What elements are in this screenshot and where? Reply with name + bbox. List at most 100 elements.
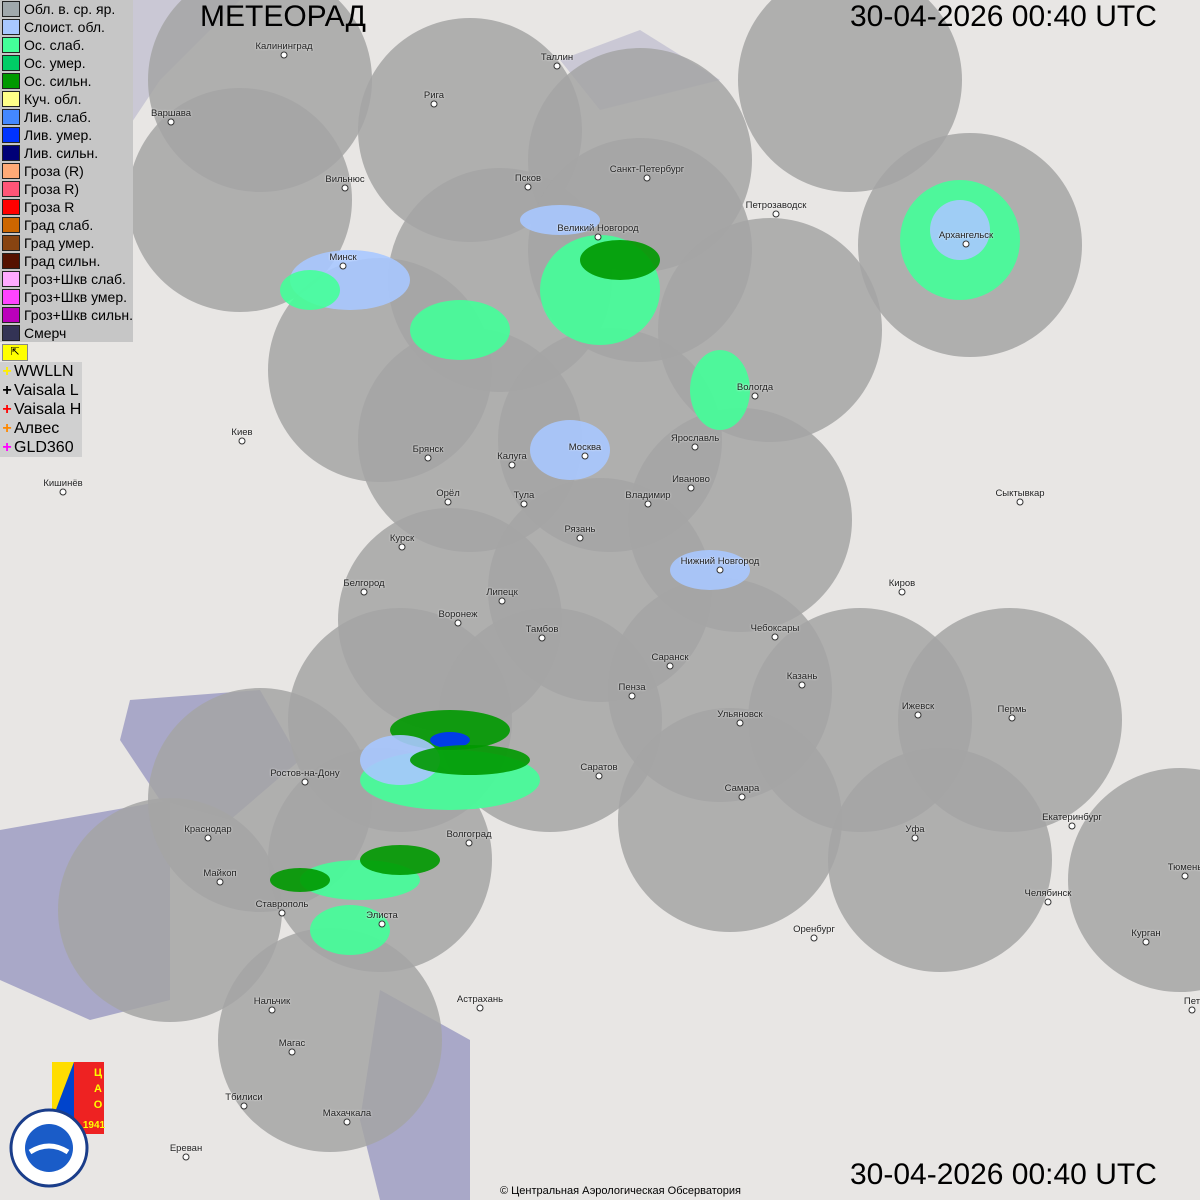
precip-echo bbox=[530, 420, 610, 480]
svg-text:А: А bbox=[94, 1083, 102, 1095]
city-label: Вологда bbox=[736, 382, 774, 393]
legend-item: Гроза R) bbox=[0, 180, 133, 198]
city-label: Астрахань bbox=[456, 994, 504, 1005]
radar-range bbox=[1068, 768, 1200, 992]
city-marker bbox=[716, 566, 724, 574]
precip-echo bbox=[930, 200, 990, 260]
city-marker bbox=[736, 719, 744, 727]
city-marker bbox=[339, 262, 347, 270]
city-marker bbox=[751, 392, 759, 400]
legend-label: Град слаб. bbox=[24, 217, 94, 233]
city-marker bbox=[167, 118, 175, 126]
city-marker bbox=[1044, 898, 1052, 906]
city-label: Рязань bbox=[564, 524, 596, 535]
city-label: Пермь bbox=[997, 704, 1027, 715]
city-label: Тамбов bbox=[525, 624, 559, 635]
legend-swatch bbox=[2, 145, 20, 161]
city-marker bbox=[898, 588, 906, 596]
city-label: Орёл bbox=[436, 488, 460, 499]
legend-label: Гроз+Шкв сильн. bbox=[24, 307, 133, 323]
legend-label: Гроз+Шкв слаб. bbox=[24, 271, 126, 287]
city-marker bbox=[343, 1118, 351, 1126]
timestamp-top: 30-04-2026 00:40 UTC bbox=[850, 0, 1157, 33]
legend-item: Лив. слаб. bbox=[0, 108, 133, 126]
city-label: Ульяновск bbox=[717, 709, 763, 720]
city-marker bbox=[581, 452, 589, 460]
city-label: Екатеринбург bbox=[1042, 812, 1102, 823]
legend-item: Град сильн. bbox=[0, 252, 133, 270]
city-marker bbox=[643, 174, 651, 182]
legend-item: Ос. слаб. bbox=[0, 36, 133, 54]
city-marker bbox=[216, 878, 224, 886]
city-label: Волгоград bbox=[446, 829, 492, 840]
city-label: Кишинёв bbox=[43, 478, 83, 489]
legend-item: Лив. сильн. bbox=[0, 144, 133, 162]
city-label: Рига bbox=[423, 90, 445, 101]
city-label: Брянск bbox=[412, 444, 444, 455]
city-label: Великий Новгород bbox=[557, 223, 639, 234]
legend-swatch bbox=[2, 37, 20, 53]
app-title: МЕТЕОРАД bbox=[200, 0, 366, 33]
lightning-label: WWLLN bbox=[14, 362, 74, 380]
city-label: Курган bbox=[1131, 928, 1161, 939]
legend-item: Ос. сильн. bbox=[0, 72, 133, 90]
city-label: Тбилиси bbox=[225, 1092, 263, 1103]
legend-item: Слоист. обл. bbox=[0, 18, 133, 36]
legend-item: Гроза R bbox=[0, 198, 133, 216]
legend-swatch bbox=[2, 109, 20, 125]
city-marker bbox=[520, 500, 528, 508]
city-label: Ростов-на-Дону bbox=[270, 768, 340, 779]
city-label: Белгород bbox=[343, 578, 385, 589]
city-marker bbox=[268, 1006, 276, 1014]
precip-echo bbox=[430, 732, 470, 748]
legend-swatch bbox=[2, 181, 20, 197]
city-label: Казань bbox=[786, 671, 818, 682]
city-marker bbox=[454, 619, 462, 627]
lightning-label: GLD360 bbox=[14, 438, 74, 456]
city-label: Калининград bbox=[255, 41, 313, 52]
city-marker bbox=[738, 793, 746, 801]
radar-range bbox=[738, 0, 962, 192]
city-label: Нижний Новгород bbox=[680, 556, 760, 567]
city-marker bbox=[476, 1004, 484, 1012]
legend-swatch bbox=[2, 217, 20, 233]
lightning-cross-icon: + bbox=[2, 419, 12, 437]
legend-item: Куч. обл. bbox=[0, 90, 133, 108]
copyright: © Центральная Аэрологическая Обсерватори… bbox=[500, 1185, 741, 1197]
city-label: Киров bbox=[888, 578, 916, 589]
legend-item: Гроза (R) bbox=[0, 162, 133, 180]
city-marker bbox=[772, 210, 780, 218]
city-marker bbox=[360, 588, 368, 596]
city-marker bbox=[204, 834, 212, 842]
legend-swatch bbox=[2, 55, 20, 71]
city-marker bbox=[1188, 1006, 1196, 1014]
flag-icon[interactable]: ⇱ bbox=[2, 344, 28, 361]
city-marker bbox=[1068, 822, 1076, 830]
radar-range bbox=[618, 708, 842, 932]
city-marker bbox=[301, 778, 309, 786]
precip-echo bbox=[280, 270, 340, 310]
legend-label: Гроза (R) bbox=[24, 163, 84, 179]
city-marker bbox=[424, 454, 432, 462]
precip-echo bbox=[690, 350, 750, 430]
precipitation-legend: Обл. в. ср. яр. Слоист. обл. Ос. слаб. Ос. … bbox=[0, 0, 133, 342]
logos: Ц А О 1941 bbox=[9, 1062, 106, 1188]
legend-label: Гроза R bbox=[24, 199, 75, 215]
legend-item: Смерч bbox=[0, 324, 133, 342]
city-label: Ереван bbox=[169, 1143, 203, 1154]
legend-swatch bbox=[2, 1, 20, 17]
legend-item: Град слаб. bbox=[0, 216, 133, 234]
city-marker bbox=[687, 484, 695, 492]
city-label: Москва bbox=[568, 442, 602, 453]
precip-echo bbox=[310, 905, 390, 955]
legend-label: Лив. сильн. bbox=[24, 145, 99, 161]
precip-echo bbox=[410, 745, 530, 775]
city-marker bbox=[444, 498, 452, 506]
city-label: Элиста bbox=[366, 910, 398, 921]
rosgidromet-logo bbox=[9, 1108, 89, 1188]
city-marker bbox=[1181, 872, 1189, 880]
city-marker bbox=[594, 233, 602, 241]
precip-echo bbox=[580, 240, 660, 280]
city-label: Саратов bbox=[580, 762, 618, 773]
